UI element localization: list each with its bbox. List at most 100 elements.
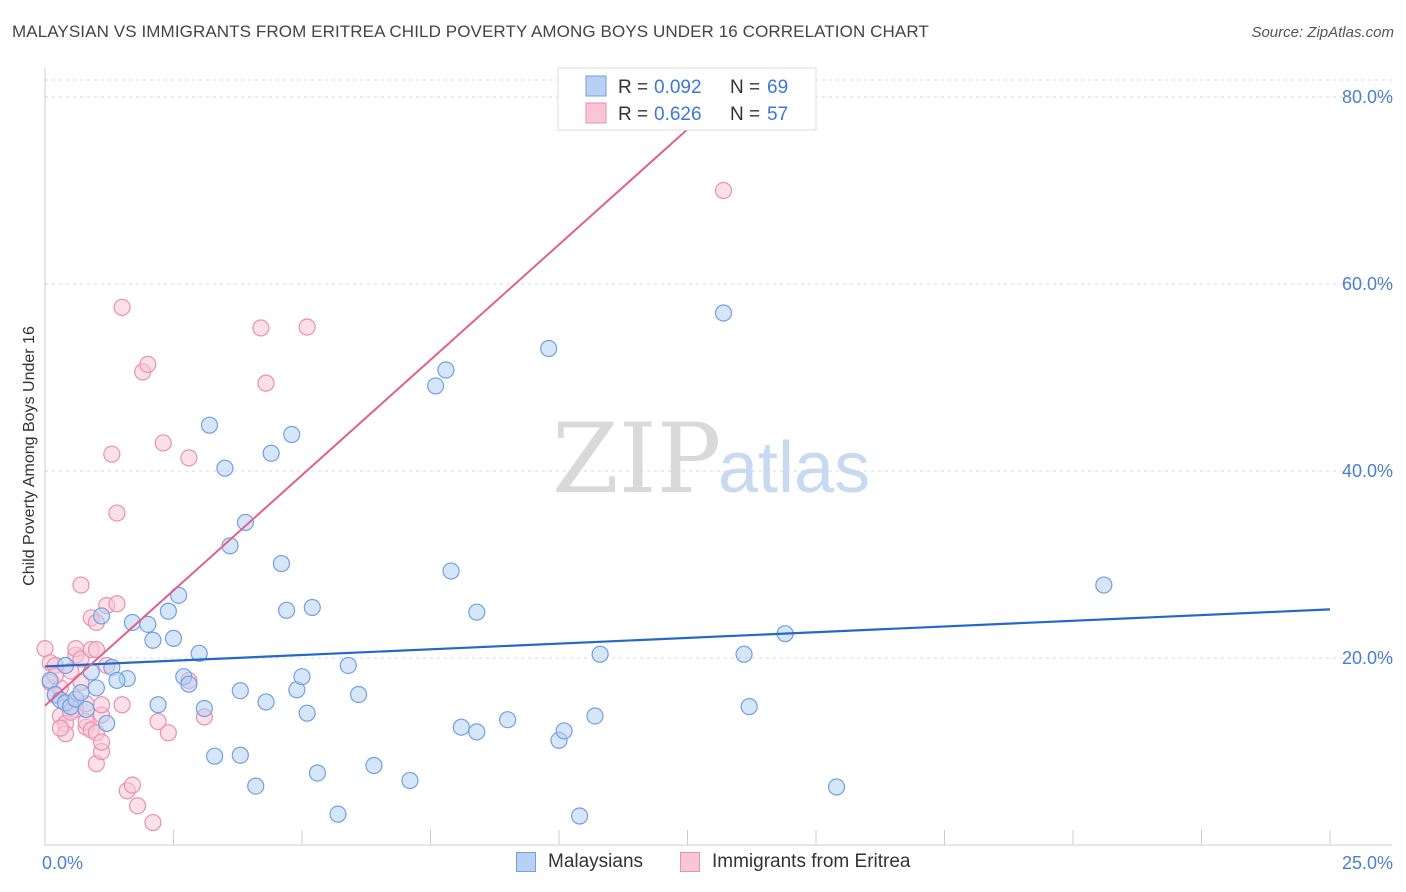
legend-item-eritrea: Immigrants from Eritrea <box>680 851 910 873</box>
eritrea-point <box>113 696 131 714</box>
malaysian-point <box>468 723 486 741</box>
legend-r-label: R = <box>618 104 648 125</box>
malaysian-trend-line <box>44 608 1331 668</box>
eritrea-point <box>128 797 147 815</box>
malaysian-point <box>170 586 188 604</box>
watermark-zip: ZIP <box>552 403 721 515</box>
malaysian-point <box>108 671 126 690</box>
malaysian-point <box>427 377 445 395</box>
y-tick-label: 80.0% <box>1342 87 1393 107</box>
malaysian-point <box>72 683 90 702</box>
eritrea-point <box>144 813 162 832</box>
malaysian-points <box>41 304 1113 825</box>
legend-swatch-malaysians <box>585 75 607 97</box>
malaysian-point <box>499 711 517 729</box>
x-tick-labels: 0.0% 25.0% <box>42 853 1393 873</box>
eritrea-point <box>257 374 275 392</box>
malaysian-point <box>540 339 558 358</box>
legend-r-label: R = <box>618 77 648 98</box>
eritrea-point <box>149 712 167 731</box>
malaysian-point <box>231 746 249 764</box>
eritrea-point <box>714 181 733 200</box>
malaysian-point <box>139 615 157 633</box>
malaysian-point <box>401 771 419 790</box>
x-tick-label: 25.0% <box>1342 853 1393 873</box>
eritrea-point <box>113 298 131 316</box>
eritrea-point <box>154 434 172 452</box>
y-axis-label: Child Poverty Among Boys Under 16 <box>21 326 38 586</box>
y-tick-label: 60.0% <box>1342 274 1393 294</box>
malaysian-point <box>339 656 357 675</box>
malaysian-point <box>262 444 280 462</box>
chart-source: Source: ZipAtlas.com <box>1251 24 1394 41</box>
eritrea-trend-line <box>44 96 725 707</box>
malaysian-point <box>92 607 111 625</box>
watermark: ZIP atlas <box>552 403 870 515</box>
malaysian-point <box>82 663 100 681</box>
eritrea-point <box>139 355 157 374</box>
malaysian-point <box>329 805 347 823</box>
malaysian-point <box>365 756 383 775</box>
malaysian-point <box>591 645 609 663</box>
malaysian-point <box>442 562 460 580</box>
malaysian-point <box>437 361 455 379</box>
legend-r-eritrea: 0.626 <box>654 104 702 125</box>
legend-swatch-eritrea <box>585 102 607 124</box>
eritrea-point <box>72 576 90 594</box>
malaysian-point <box>190 644 208 662</box>
malaysian-point <box>247 777 265 795</box>
malaysian-point <box>827 778 846 796</box>
chart-title: MALAYSIAN VS IMMIGRANTS FROM ERITREA CHI… <box>12 22 929 41</box>
malaysian-point <box>164 629 183 647</box>
y-tick-label: 40.0% <box>1342 461 1393 481</box>
malaysian-point <box>735 645 753 663</box>
eritrea-point <box>159 724 177 742</box>
malaysian-point <box>308 764 327 782</box>
malaysian-point <box>144 631 162 649</box>
watermark-atlas: atlas <box>718 428 870 508</box>
malaysian-point <box>195 699 213 718</box>
eritrea-point <box>108 504 126 522</box>
legend-label-eritrea: Immigrants from Eritrea <box>712 851 911 872</box>
malaysian-point <box>293 668 311 686</box>
eritrea-point <box>108 595 126 613</box>
legend-n-malaysians: 69 <box>767 77 788 98</box>
malaysian-point <box>283 425 301 444</box>
malaysian-point <box>77 700 95 719</box>
legend-swatch-malaysians <box>516 852 536 872</box>
malaysian-point <box>206 747 224 765</box>
legend-r-malaysians: 0.092 <box>654 77 702 98</box>
eritrea-point <box>92 733 111 751</box>
malaysian-point <box>257 693 275 711</box>
eritrea-point <box>298 318 316 336</box>
eritrea-point <box>51 719 70 737</box>
malaysian-point <box>236 513 255 532</box>
malaysian-point <box>159 602 177 620</box>
eritrea-point <box>123 776 141 794</box>
malaysian-point <box>216 459 234 477</box>
malaysian-point <box>452 718 470 736</box>
grid-lines <box>45 79 1392 659</box>
eritrea-point <box>252 319 270 337</box>
legend-swatch-eritrea <box>680 852 700 872</box>
malaysian-point <box>98 714 116 733</box>
malaysian-point <box>87 679 106 697</box>
malaysian-point <box>200 416 219 434</box>
malaysian-point <box>468 603 486 621</box>
malaysian-point <box>303 598 321 617</box>
legend-item-malaysians: Malaysians <box>516 851 643 873</box>
malaysian-point <box>272 554 291 573</box>
legend-label-malaysians: Malaysians <box>548 851 644 872</box>
malaysian-point <box>180 675 198 693</box>
axes <box>44 68 1392 846</box>
malaysian-point <box>714 304 733 322</box>
x-tick-label: 0.0% <box>42 853 83 873</box>
malaysian-point <box>277 601 296 619</box>
eritrea-point <box>103 445 121 463</box>
malaysian-point <box>1095 576 1113 594</box>
eritrea-point <box>87 640 106 659</box>
malaysian-point <box>298 704 316 722</box>
legend-n-label: N = <box>730 104 760 125</box>
malaysian-point <box>570 807 589 825</box>
